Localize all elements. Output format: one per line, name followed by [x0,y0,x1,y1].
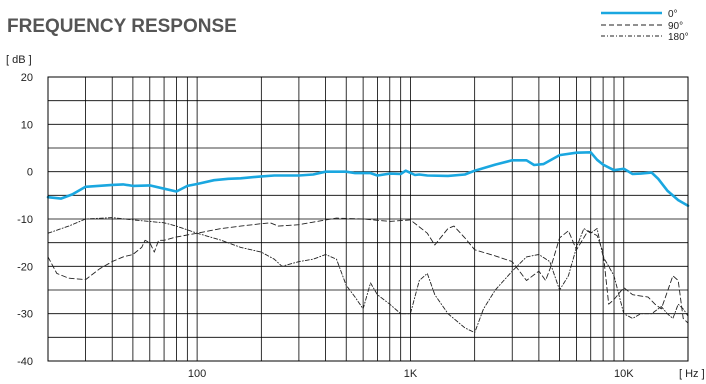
y-tick-label: -20 [17,261,33,273]
plot-area-frame [47,76,689,362]
y-axis-ticks: 20 10 0 -10 -20 -30 -40 [17,72,33,368]
legend: 0°90°180° [601,9,689,43]
legend-label: 0° [668,9,678,20]
series-line-dashdot [47,217,689,334]
series-line-dashed [47,217,689,324]
x-tick-label: 100 [188,368,206,380]
y-axis-unit-label: [ dB ] [6,54,32,66]
y-tick-label: -30 [17,309,33,321]
chart-title: FREQUENCY RESPONSE [7,16,237,37]
y-tick-label: -10 [17,214,33,226]
series-lines [46,151,690,334]
y-tick-label: 0 [27,167,33,179]
series-line-solid [46,151,690,207]
x-axis-unit-label: [ Hz ] [679,368,705,380]
y-tick-label: 10 [21,119,33,131]
x-axis-ticks: 100 1K 10K [188,368,634,380]
y-tick-label: 20 [21,72,33,84]
x-tick-label: 10K [614,368,634,380]
x-tick-label: 1K [404,368,418,380]
legend-label: 180° [668,32,689,43]
legend-label: 90° [668,21,683,32]
y-tick-label: -40 [17,356,33,368]
